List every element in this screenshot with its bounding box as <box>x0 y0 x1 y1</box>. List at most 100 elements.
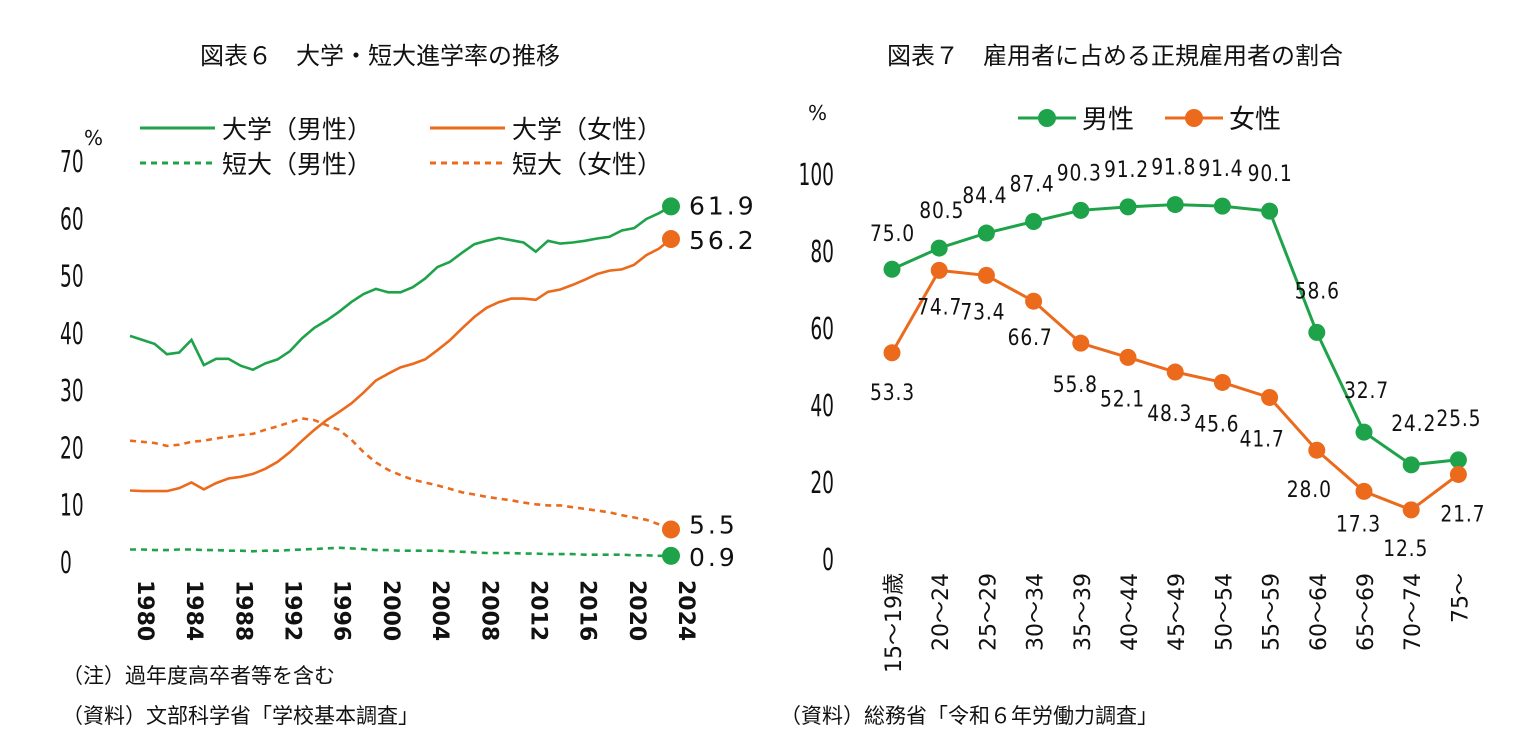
right-data-label: 87.4 <box>1010 171 1055 197</box>
left-y-tick-label: 40 <box>60 316 84 351</box>
right-data-marker <box>1355 482 1373 500</box>
right-data-label: 53.3 <box>870 379 915 405</box>
right-data-marker <box>1213 197 1231 215</box>
right-data-marker <box>1308 323 1326 341</box>
left-series-line <box>129 238 672 493</box>
right-y-unit: % <box>808 101 827 125</box>
left-x-tick-label: 1992 <box>280 580 305 641</box>
left-x-tick-label: 2020 <box>624 580 649 641</box>
right-x-tick-label: 75～ <box>1448 573 1473 623</box>
right-data-label: 41.7 <box>1240 426 1285 452</box>
right-data-marker <box>1261 388 1279 406</box>
right-data-marker <box>930 239 948 257</box>
right-data-marker <box>930 261 948 279</box>
right-y-tick-label: 60 <box>810 311 834 346</box>
right-data-marker <box>1449 451 1467 469</box>
left-note-2: （資料）文部科学省「学校基本調査」 <box>62 704 419 728</box>
left-y-tick-label: 20 <box>60 431 84 466</box>
left-x-tick-label: 2024 <box>673 580 698 641</box>
left-x-tick-label: 2004 <box>427 580 452 641</box>
left-legend-label: 大学（男性） <box>222 115 372 144</box>
right-data-label: 84.4 <box>962 183 1007 209</box>
right-data-marker <box>1402 456 1420 474</box>
right-data-marker <box>1261 202 1279 220</box>
right-data-label: 58.6 <box>1295 278 1340 304</box>
right-data-marker <box>883 344 901 362</box>
right-x-tick-label: 40～44 <box>1118 573 1143 651</box>
right-x-tick-label: 55～59 <box>1260 573 1285 651</box>
right-y-tick-label: 40 <box>810 388 834 423</box>
left-series-end-marker <box>662 230 680 249</box>
right-legend-label: 女性 <box>1229 105 1281 135</box>
right-data-label: 21.7 <box>1440 501 1485 527</box>
left-x-tick-label: 1988 <box>230 580 255 641</box>
right-legend-label: 男性 <box>1082 105 1134 135</box>
left-series-line <box>129 205 672 372</box>
right-data-marker <box>1355 423 1373 441</box>
left-y-tick-label: 60 <box>60 202 84 237</box>
left-legend-label: 短大（女性） <box>512 150 662 179</box>
right-x-tick-label: 70～74 <box>1401 573 1426 651</box>
right-data-marker <box>977 266 995 284</box>
left-series-end-label: 0.9 <box>689 543 738 572</box>
right-data-label: 17.3 <box>1336 511 1381 537</box>
right-data-marker <box>1402 501 1420 519</box>
left-x-tick-label: 1980 <box>132 580 157 641</box>
right-data-label: 91.4 <box>1198 156 1243 182</box>
left-legend-label: 大学（女性） <box>512 115 662 144</box>
right-x-tick-label: 30～34 <box>1024 573 1049 651</box>
left-series-line <box>129 417 672 531</box>
left-note-1: （注）過年度高卒者等を含む <box>62 664 335 688</box>
left-x-tick-label: 1996 <box>329 580 354 641</box>
right-y-tick-label: 20 <box>810 465 834 500</box>
right-data-label: 52.1 <box>1100 386 1145 412</box>
left-chart-title: 図表６ 大学・短大進学率の推移 <box>200 42 560 70</box>
left-y-tick-label: 0 <box>60 545 72 580</box>
left-x-tick-label: 2008 <box>476 580 501 641</box>
right-data-marker <box>1166 196 1184 214</box>
left-legend-label: 短大（男性） <box>222 150 372 179</box>
left-y-unit: % <box>84 126 103 150</box>
right-x-tick-label: 15～19歳 <box>882 573 907 673</box>
right-data-marker <box>1025 213 1043 231</box>
right-x-tick-label: 20～24 <box>929 573 954 651</box>
right-data-label: 91.8 <box>1151 154 1196 180</box>
left-series-end-label: 5.5 <box>689 510 738 539</box>
right-legend-marker <box>1038 109 1056 127</box>
right-y-tick-label: 80 <box>810 234 834 269</box>
left-y-tick-label: 10 <box>60 488 84 523</box>
right-data-marker <box>1119 348 1137 366</box>
left-series-end-marker <box>662 546 680 565</box>
left-series-end-marker <box>662 197 680 216</box>
right-data-marker <box>977 224 995 242</box>
right-data-label: 66.7 <box>1008 325 1053 351</box>
left-series-end-label: 56.2 <box>689 226 757 255</box>
right-data-label: 24.2 <box>1391 410 1436 436</box>
left-series-end-label: 61.9 <box>689 191 757 220</box>
left-y-tick-label: 70 <box>60 144 84 179</box>
right-x-tick-label: 45～49 <box>1165 573 1190 651</box>
left-series-end-marker <box>662 520 680 539</box>
right-x-tick-label: 35～39 <box>1071 573 1096 651</box>
right-line-chart: % 0 20 40 60 80 100 15～19歳 20～24 25～29 30～34 35～39 4… <box>799 101 1485 673</box>
right-data-marker <box>1166 363 1184 381</box>
right-data-label: 32.7 <box>1344 378 1389 404</box>
right-data-label: 12.5 <box>1383 535 1428 561</box>
right-data-label: 91.2 <box>1104 156 1149 182</box>
right-x-tick-label: 65～69 <box>1354 573 1379 651</box>
right-data-label: 90.1 <box>1248 161 1293 187</box>
right-data-marker <box>883 260 901 278</box>
right-data-marker <box>1449 465 1467 483</box>
right-data-marker <box>1072 334 1090 352</box>
right-data-marker <box>1025 292 1043 310</box>
right-x-tick-label: 25～29 <box>976 573 1001 651</box>
right-x-tick-label: 60～64 <box>1307 573 1332 651</box>
left-x-tick-label: 1984 <box>181 580 206 641</box>
right-data-label: 74.7 <box>917 294 962 320</box>
left-y-tick-label: 50 <box>60 259 84 294</box>
left-series-line <box>130 546 671 558</box>
right-chart-title: 図表７ 雇用者に占める正規雇用者の割合 <box>887 42 1343 70</box>
right-data-label: 55.8 <box>1053 372 1098 398</box>
left-x-tick-label: 2000 <box>378 580 403 641</box>
